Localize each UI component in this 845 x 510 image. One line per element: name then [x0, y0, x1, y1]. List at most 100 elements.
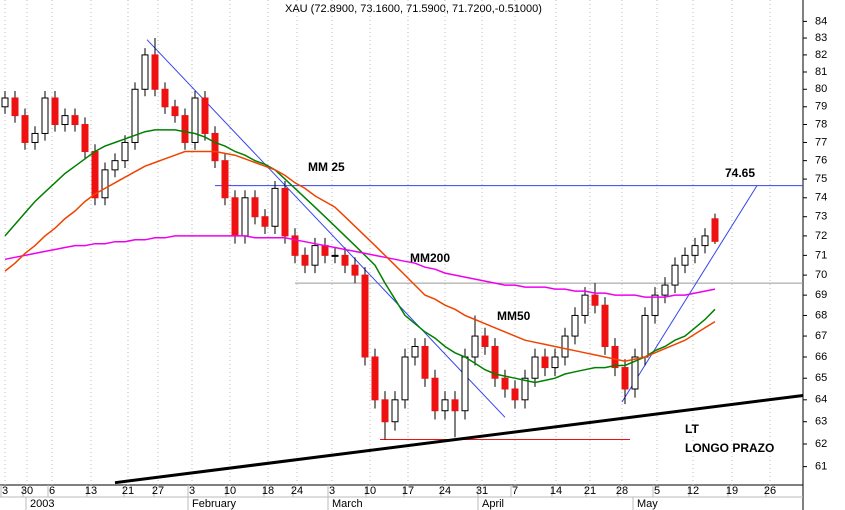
candle-body [131, 88, 139, 143]
candle-body [1, 97, 9, 108]
x-tick-label: 13 [85, 485, 97, 497]
y-tick-label: 75 [815, 173, 827, 185]
candle-body [81, 124, 89, 153]
y-tick-label: 68 [815, 309, 827, 321]
candle-body [281, 187, 289, 237]
y-tick-label: 62 [815, 438, 827, 450]
y-tick-label: 71 [815, 249, 827, 261]
x-tick-label: 5 [654, 485, 660, 497]
y-tick-label: 61 [815, 461, 827, 473]
moving-average [4, 129, 716, 384]
candle-body [31, 132, 39, 143]
y-tick-label: 70 [815, 269, 827, 281]
candle-body [611, 345, 619, 369]
y-tick-label: 64 [815, 394, 827, 406]
candle-body [431, 377, 439, 412]
candle-body [221, 160, 229, 199]
candle-body [571, 314, 579, 337]
candle-body [621, 367, 629, 390]
candle-body [351, 264, 359, 276]
y-tick-label: 73 [815, 211, 827, 223]
candle-body [151, 54, 159, 90]
candle-body [381, 399, 389, 423]
candle-body [681, 254, 689, 266]
y-tick-label: 84 [815, 15, 827, 27]
candle-body [531, 356, 539, 379]
x-tick-label: 10 [224, 485, 236, 497]
series-label: MM200 [410, 251, 450, 265]
y-tick-label: 82 [815, 49, 827, 61]
moving-average [4, 235, 716, 298]
candle-body [271, 187, 279, 227]
candle-body [311, 245, 319, 266]
candle-body [701, 235, 709, 247]
x-major-label: 2003 [30, 498, 54, 510]
x-tick-label: 27 [152, 485, 164, 497]
candle-body [461, 356, 469, 412]
candle-body [11, 97, 19, 117]
candle-body [101, 169, 109, 199]
x-tick-label: 18 [262, 485, 274, 497]
candle-body [631, 356, 639, 390]
y-tick-label: 80 [815, 83, 827, 95]
candle-body [371, 356, 379, 401]
x-tick-label: 6 [49, 485, 55, 497]
x-major-label: February [192, 498, 237, 510]
candle-body [301, 254, 309, 266]
candle-body [251, 197, 259, 218]
candle-body [451, 399, 459, 412]
candle-body [591, 294, 599, 306]
y-tick-label: 74 [815, 192, 827, 204]
candle-body [71, 115, 79, 126]
candle-body [581, 294, 589, 316]
y-tick-label: 63 [815, 416, 827, 428]
candle-body [51, 97, 59, 126]
annotation: LT [685, 422, 699, 436]
x-major-label: April [482, 498, 504, 510]
candle-body [491, 345, 499, 379]
candle-body [521, 377, 529, 401]
x-tick-label: 21 [122, 485, 134, 497]
candle-body [61, 115, 69, 126]
candle-body [541, 356, 549, 369]
candle-body [401, 356, 409, 401]
candle-body [421, 345, 429, 379]
x-tick-label: 30 [21, 485, 33, 497]
candle-body [551, 356, 559, 369]
candle-body [121, 141, 129, 162]
candle-body [661, 284, 669, 296]
moving-average [4, 150, 716, 362]
chart-title: XAU (72.8900, 73.1600, 71.5900, 71.7200,… [285, 3, 542, 15]
candle-body [691, 245, 699, 256]
candle-body [111, 160, 119, 171]
candle-body [241, 197, 249, 237]
candle-body [561, 335, 569, 358]
y-tick-label: 65 [815, 372, 827, 384]
candle-body [331, 254, 339, 257]
candle-body [161, 88, 169, 108]
y-tick-label: 66 [815, 351, 827, 363]
x-tick-label: 17 [402, 485, 414, 497]
series-label: MM50 [497, 309, 531, 323]
trend-line [114, 393, 804, 485]
x-tick-label: 14 [550, 485, 562, 497]
y-tick-label: 83 [815, 32, 827, 44]
candle-body [141, 54, 149, 90]
candle-body [171, 106, 179, 117]
candle-body [341, 254, 349, 266]
x-tick-label: 24 [291, 485, 303, 497]
candle-body [201, 97, 209, 134]
candle-body [481, 335, 489, 347]
candle-body [291, 235, 299, 256]
candle-body [501, 377, 509, 390]
x-major-label: May [637, 498, 658, 510]
series-label: MM 25 [308, 160, 345, 174]
candle-body [391, 399, 399, 423]
x-tick-label: 19 [726, 485, 738, 497]
candle-body [361, 274, 369, 358]
x-tick-label: 7 [512, 485, 518, 497]
x-tick-label: 12 [687, 485, 699, 497]
x-major-label: March [332, 498, 363, 510]
candle-body [651, 294, 659, 316]
